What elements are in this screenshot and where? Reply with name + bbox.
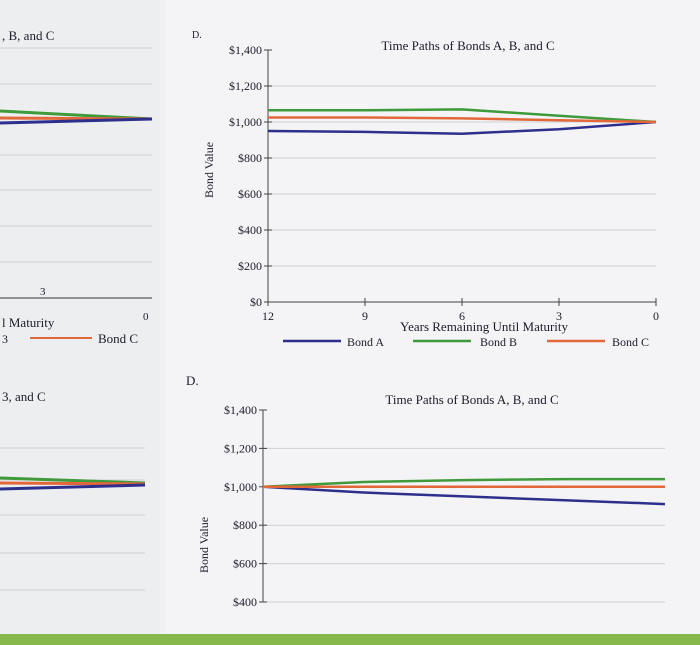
y-tick-label: $0 (250, 295, 262, 309)
y-tick-label: $800 (238, 151, 262, 165)
left-series-line (0, 483, 146, 491)
y-tick-label: $800 (233, 518, 257, 532)
chart-bottom-title: Time Paths of Bonds A, B, and C (385, 392, 558, 407)
y-tick-label: $1,200 (224, 441, 257, 455)
y-tick-label: $600 (233, 557, 257, 571)
bottom-option-letter: D. (186, 373, 199, 388)
top-option-letter: D. (192, 30, 202, 41)
bottom-edge (0, 634, 700, 645)
x-tick-label: 12 (262, 309, 274, 323)
x-tick-label: 0 (653, 309, 659, 323)
y-tick-label: $1,200 (229, 79, 262, 93)
left-fragment-group: , B, and C 3 0 l Maturity 3 Bond C 3, an… (0, 28, 153, 591)
left-top-title: , B, and C (2, 28, 54, 43)
chart-bottom-ylabel: Bond Value (197, 517, 211, 573)
series-line-bond-b (262, 477, 665, 489)
x-tick-label: 6 (459, 309, 465, 323)
y-tick-label: $1,400 (229, 43, 262, 57)
legend-label: Bond C (612, 335, 649, 349)
chart-top-title: Time Paths of Bonds A, B, and C (381, 38, 554, 53)
left-chart-fragment (0, 0, 160, 645)
legend-label: Bond B (480, 335, 517, 349)
legend-label: Bond A (347, 335, 384, 349)
left-bottom-title: 3, and C (2, 389, 46, 404)
y-tick-label: $200 (238, 259, 262, 273)
chart-top: Time Paths of Bonds A, B, and C Bond Val… (202, 38, 659, 349)
series-line-bond-a (262, 485, 666, 506)
left-series-line (0, 481, 146, 486)
y-tick-label: $400 (233, 595, 257, 609)
series-line-bond-c (268, 116, 657, 124)
chart-top-ylabel: Bond Value (202, 142, 216, 198)
x-tick-label: 9 (362, 309, 368, 323)
chart-panel (165, 0, 700, 645)
left-axis-tick-3: 3 (40, 286, 46, 298)
y-tick-label: $1,400 (224, 403, 257, 417)
y-tick-label: $400 (238, 223, 262, 237)
left-axis-tick-0: 0 (143, 311, 149, 323)
x-tick-label: 3 (556, 309, 562, 323)
y-tick-label: $600 (238, 187, 262, 201)
chart-bottom: Time Paths of Bonds A, B, and C Bond Val… (197, 392, 666, 609)
series-line-bond-a (267, 120, 657, 135)
chart-top-xlabel: Years Remaining Until Maturity (400, 319, 569, 334)
y-tick-label: $1,000 (229, 115, 262, 129)
series-line-bond-b (268, 108, 657, 124)
left-series-line (0, 476, 146, 485)
left-legend-b: 3 (2, 332, 8, 346)
y-tick-label: $1,000 (224, 480, 257, 494)
left-axis-label: l Maturity (2, 315, 55, 330)
left-series-line (0, 117, 153, 125)
left-legend-c: Bond C (98, 331, 138, 346)
